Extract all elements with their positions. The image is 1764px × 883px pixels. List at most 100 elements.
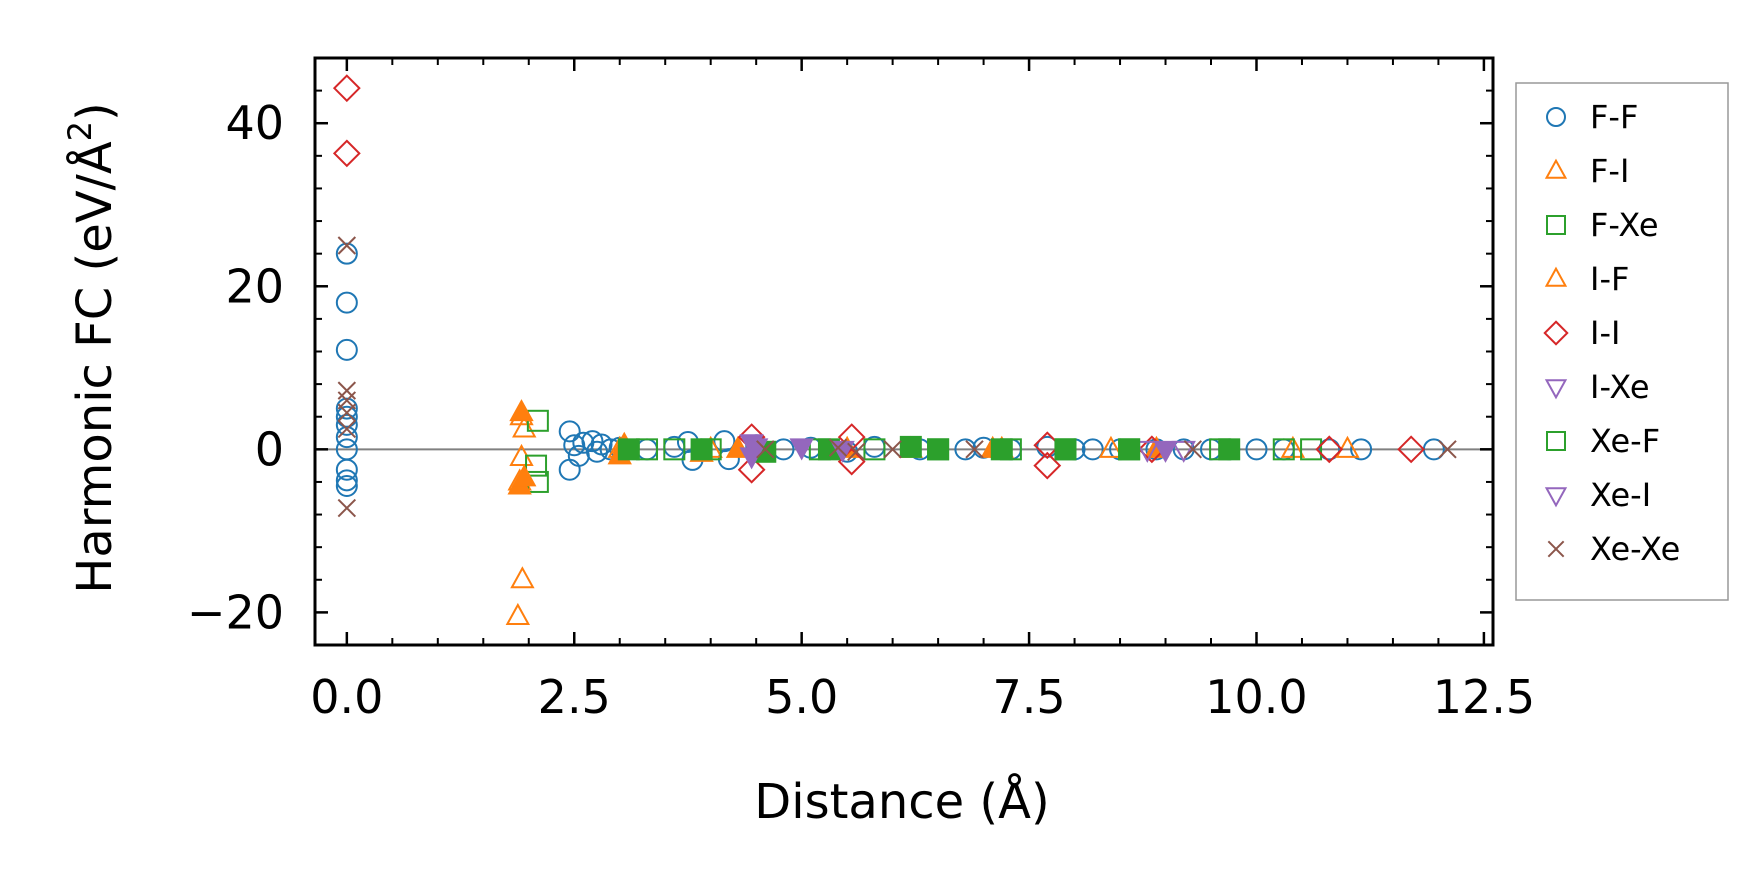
legend-label: I-Xe	[1590, 368, 1650, 406]
x-axis-label: Distance (Å)	[754, 773, 1049, 830]
data-point	[337, 419, 357, 439]
data-point	[828, 438, 848, 457]
legend-label: Xe-Xe	[1590, 530, 1680, 568]
data-point	[1218, 438, 1241, 461]
data-point	[332, 74, 361, 103]
legend-entry: I-F	[1544, 260, 1629, 298]
data-point	[335, 291, 358, 314]
legend-label: F-F	[1590, 98, 1638, 136]
legend-entry: I-I	[1543, 314, 1620, 352]
legend-label: F-I	[1590, 152, 1629, 190]
data-point	[337, 498, 357, 518]
data-point	[863, 438, 886, 461]
legend-entry: F-Xe	[1546, 206, 1659, 244]
data-point	[1245, 438, 1268, 461]
data-point	[558, 458, 581, 481]
y-tick-label: 0	[255, 422, 284, 476]
x-tick-label: 5.0	[765, 670, 838, 724]
plot-area	[315, 74, 1493, 625]
legend-marker	[1546, 107, 1566, 127]
data-point	[1397, 435, 1426, 464]
data-point	[505, 602, 531, 625]
series-xe-f	[617, 435, 1241, 463]
data-point	[756, 440, 775, 459]
data-point	[335, 397, 358, 420]
data-point	[1335, 435, 1360, 458]
y-axis-label-end: )	[67, 102, 123, 121]
legend-label: Xe-F	[1590, 422, 1660, 460]
data-point	[337, 236, 357, 255]
data-point	[899, 435, 922, 458]
data-point	[927, 438, 950, 461]
data-point	[335, 338, 358, 361]
x-tick-label: 12.5	[1433, 670, 1535, 724]
x-tick-label: 10.0	[1205, 670, 1307, 724]
legend-marker	[1543, 320, 1569, 346]
series-f-i	[505, 403, 1360, 625]
legend-entry: F-I	[1544, 152, 1629, 190]
data-point	[512, 464, 537, 487]
y-axis-label: Harmonic FC (eV/Å2)	[61, 102, 123, 594]
data-point	[789, 438, 814, 461]
data-point	[1135, 440, 1160, 463]
data-point	[558, 420, 581, 443]
data-point	[1171, 440, 1196, 463]
data-point	[965, 440, 984, 459]
legend-entry: Xe-F	[1546, 422, 1660, 460]
data-point	[512, 415, 537, 438]
data-point	[617, 438, 640, 461]
data-point	[1081, 438, 1104, 461]
legend-entry: F-F	[1546, 98, 1638, 136]
series-f-f	[335, 242, 1445, 498]
legend-entry: Xe-Xe	[1547, 530, 1680, 568]
series-i-xe	[1135, 440, 1196, 463]
legend-entry: I-Xe	[1544, 368, 1650, 406]
y-axis-label-superscript: 2	[61, 121, 99, 141]
data-point	[1350, 438, 1373, 461]
axes: 0.0 2.5 5.0 7.5 10.0 12.5 −20 0 20 40	[187, 56, 1535, 724]
data-point	[1118, 438, 1141, 461]
legend-marker	[1544, 158, 1568, 179]
data-point	[1054, 438, 1077, 461]
data-point	[337, 403, 357, 422]
data-point	[1183, 440, 1203, 459]
plot-frame	[313, 56, 1495, 647]
legend-marker	[1547, 540, 1565, 558]
data-point	[690, 438, 713, 461]
legend-marker	[1546, 431, 1566, 451]
data-point	[663, 438, 686, 461]
data-point	[1318, 438, 1341, 461]
legend-marker	[1544, 266, 1568, 287]
data-point	[883, 440, 902, 459]
series-xe-xe	[337, 236, 1457, 518]
data-point	[581, 430, 604, 453]
data-point	[737, 455, 766, 484]
data-point	[990, 438, 1013, 461]
data-point	[332, 139, 361, 168]
data-point	[1098, 435, 1124, 458]
data-point	[1033, 451, 1062, 480]
data-point	[510, 566, 535, 589]
y-tick-label: 40	[225, 96, 284, 150]
y-tick-label: 20	[225, 259, 284, 313]
legend-marker	[1544, 487, 1568, 508]
data-point	[847, 442, 866, 461]
data-point	[335, 413, 358, 436]
data-point	[335, 242, 358, 265]
data-point	[509, 399, 534, 422]
data-point	[335, 458, 358, 481]
legend: F-F F-I F-Xe I-F I-I I-Xe Xe-F Xe-I Xe-Xe	[1515, 82, 1729, 601]
legend-marker	[1544, 379, 1568, 400]
data-point	[1300, 438, 1323, 461]
x-tick-label: 0.0	[310, 670, 383, 724]
data-point	[335, 475, 358, 498]
data-point	[525, 454, 548, 477]
legend-label: F-Xe	[1590, 206, 1659, 244]
data-point	[335, 426, 358, 449]
y-axis-label-main: Harmonic FC (eV/Å	[66, 141, 123, 594]
data-point	[1272, 438, 1295, 461]
legend-label: I-F	[1590, 260, 1629, 298]
x-tick-label: 2.5	[538, 670, 611, 724]
y-tick-label: −20	[187, 585, 284, 639]
